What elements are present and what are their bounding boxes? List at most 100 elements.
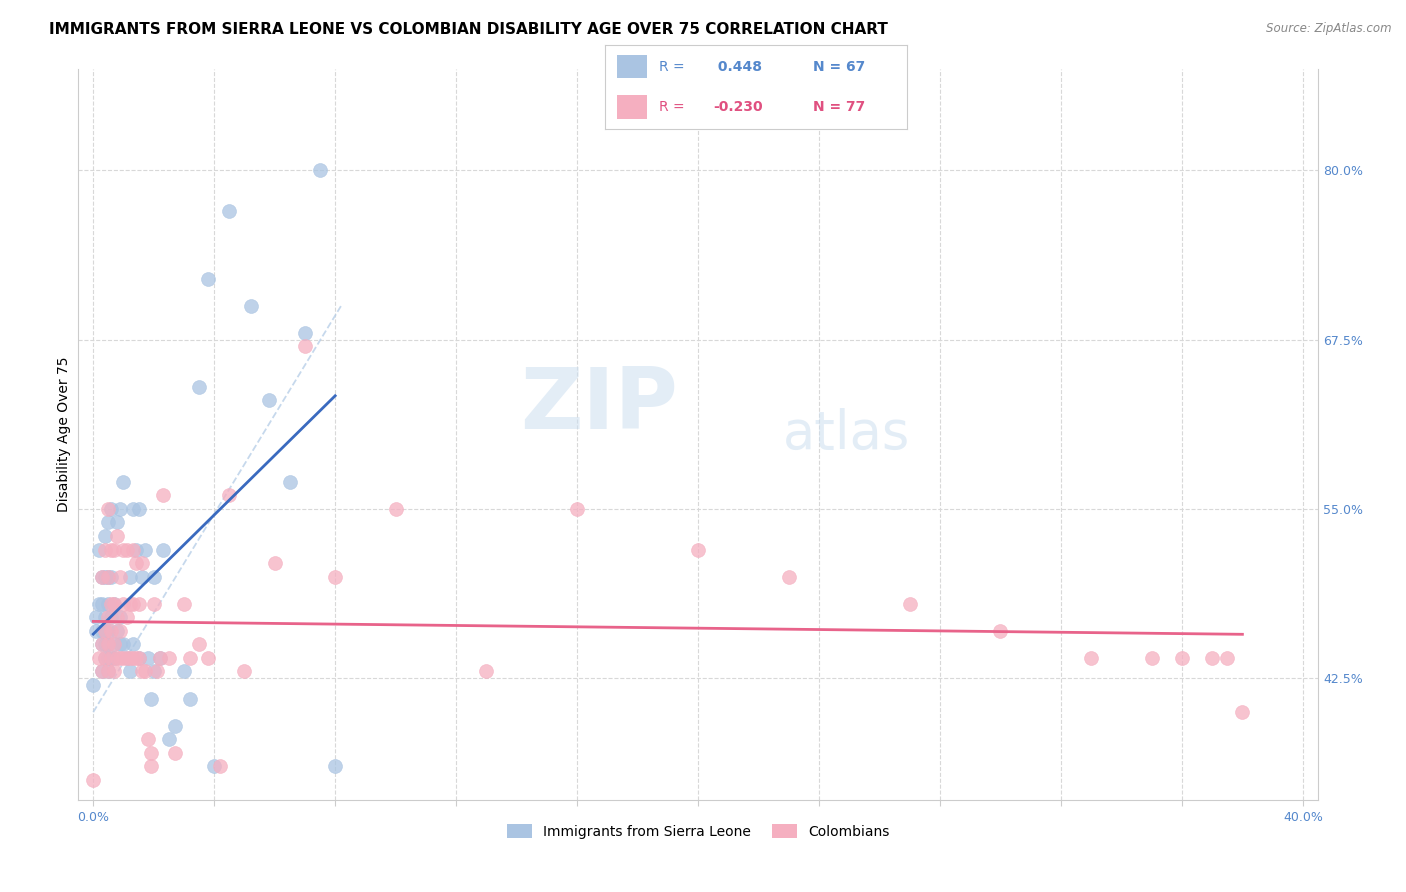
Point [134, 542, 156, 557]
Text: R =: R = [659, 60, 689, 74]
Point [1080, 651, 1102, 665]
Point [110, 637, 132, 651]
Point [94, 569, 117, 583]
Point [309, 163, 332, 178]
Point [97, 597, 120, 611]
Point [1216, 651, 1239, 665]
Point [197, 271, 219, 285]
Point [218, 203, 240, 218]
Point [136, 732, 159, 747]
Bar [617, 95, 647, 120]
Point [112, 597, 135, 611]
Point [91, 665, 114, 679]
Point [475, 665, 498, 679]
Point [257, 393, 280, 408]
Y-axis label: Disability Age Over 75: Disability Age Over 75 [58, 357, 72, 512]
Point [152, 488, 174, 502]
Point [112, 475, 135, 489]
Point [118, 569, 141, 583]
Point [103, 542, 125, 557]
Point [100, 597, 122, 611]
Point [97, 624, 120, 638]
Point [97, 637, 120, 651]
Point [110, 501, 132, 516]
Point [107, 651, 129, 665]
Point [107, 624, 129, 638]
Point [323, 569, 346, 583]
Point [94, 542, 117, 557]
Text: ZIP: ZIP [520, 364, 678, 447]
Point [94, 651, 117, 665]
Point [323, 759, 346, 773]
Point [89, 542, 111, 557]
Point [121, 501, 143, 516]
Point [163, 746, 186, 760]
Point [157, 732, 180, 747]
Point [145, 665, 167, 679]
Point [157, 651, 180, 665]
Point [89, 651, 111, 665]
Point [384, 501, 406, 516]
Point [94, 529, 117, 543]
Point [97, 665, 120, 679]
Point [239, 299, 262, 313]
Point [124, 651, 146, 665]
Point [179, 651, 201, 665]
Point [97, 569, 120, 583]
Point [91, 665, 114, 679]
Point [149, 651, 172, 665]
Point [103, 665, 125, 679]
Point [121, 542, 143, 557]
Point [97, 569, 120, 583]
Point [778, 569, 800, 583]
Point [128, 501, 150, 516]
Point [112, 651, 135, 665]
Point [131, 556, 153, 570]
Point [118, 597, 141, 611]
Text: 0.448: 0.448 [713, 60, 762, 74]
Point [100, 542, 122, 557]
Point [173, 665, 195, 679]
Point [100, 501, 122, 516]
Point [278, 475, 301, 489]
Point [142, 597, 165, 611]
Point [139, 746, 162, 760]
Point [100, 569, 122, 583]
Point [128, 597, 150, 611]
Point [100, 610, 122, 624]
Point [94, 624, 117, 638]
Point [103, 597, 125, 611]
Point [115, 651, 138, 665]
Point [173, 597, 195, 611]
Point [202, 759, 225, 773]
Point [131, 569, 153, 583]
Text: IMMIGRANTS FROM SIERRA LEONE VS COLOMBIAN DISABILITY AGE OVER 75 CORRELATION CHA: IMMIGRANTS FROM SIERRA LEONE VS COLOMBIA… [49, 22, 889, 37]
Text: atlas: atlas [783, 409, 911, 460]
Point [121, 651, 143, 665]
Point [110, 569, 132, 583]
Point [124, 542, 146, 557]
Point [94, 651, 117, 665]
Point [107, 529, 129, 543]
Point [152, 542, 174, 557]
Point [686, 542, 709, 557]
Point [131, 665, 153, 679]
Point [82, 678, 104, 692]
Point [294, 339, 316, 353]
Point [134, 665, 156, 679]
Point [94, 624, 117, 638]
Point [142, 569, 165, 583]
Point [1140, 651, 1163, 665]
Point [115, 651, 138, 665]
Point [136, 651, 159, 665]
Point [115, 542, 138, 557]
Text: Source: ZipAtlas.com: Source: ZipAtlas.com [1267, 22, 1392, 36]
Point [97, 501, 120, 516]
Point [110, 651, 132, 665]
Point [218, 488, 240, 502]
Point [97, 610, 120, 624]
Point [84, 624, 107, 638]
Point [94, 610, 117, 624]
Point [139, 759, 162, 773]
Point [100, 651, 122, 665]
